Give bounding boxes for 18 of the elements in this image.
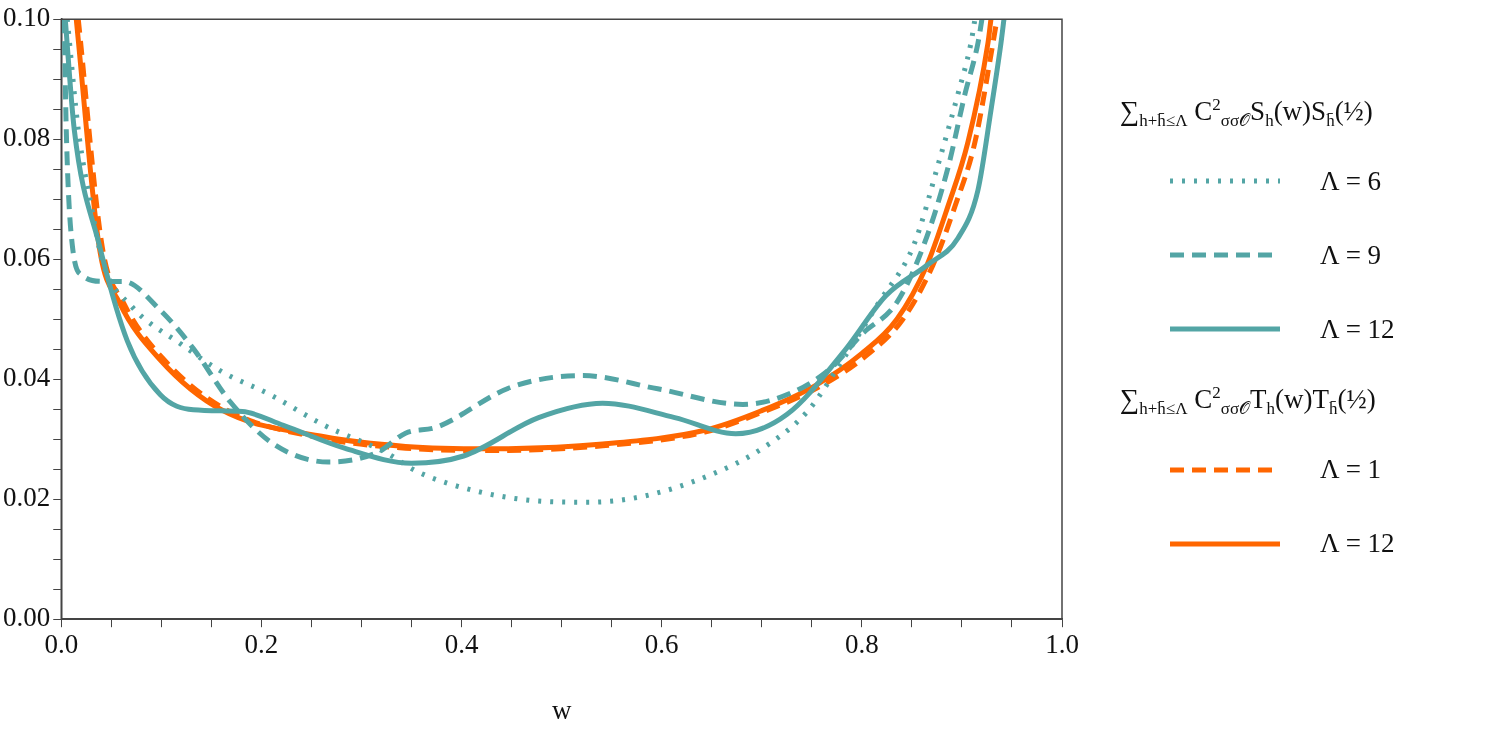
text: ∑$_{h+h̄≤Λ}$ C$^{2}$$_{σσ𝒪}$S$_{h}$(w)S$_{h̄}$(½) (1120, 95, 1373, 131)
y-tick-label: 0.08 (3, 122, 51, 153)
x-axis-title: w (551, 694, 572, 725)
y-tick-label: 0.06 (3, 242, 51, 273)
legend-label: Λ = 12 (1320, 313, 1395, 345)
y-tick-label: 0.04 (3, 362, 51, 393)
legend-label: Λ = 6 (1320, 165, 1382, 197)
x-tick-label: 0.4 (444, 629, 479, 660)
legend-label: Λ = 9 (1320, 239, 1382, 271)
legend-label: Λ = 1 (1320, 454, 1382, 486)
x-tick-label: 0.8 (844, 629, 879, 660)
x-tick-label: 1.0 (1045, 629, 1079, 660)
x-tick-label: 0.2 (244, 629, 279, 660)
y-tick-label: 0.10 (3, 2, 51, 33)
text: ∑$_{h+h̄≤Λ}$ C$^{2}$$_{σσ𝒪}$T$_{h}$(w)T$_{h̄}$(½) (1120, 383, 1376, 419)
x-tick-label: 0.6 (644, 629, 679, 660)
y-tick-label: 0.02 (3, 482, 51, 513)
legend-label: Λ = 12 (1320, 528, 1395, 560)
